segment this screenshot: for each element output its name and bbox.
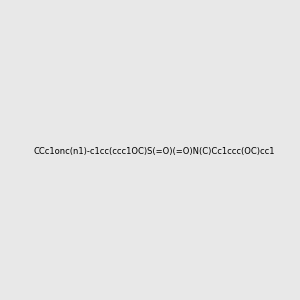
Text: CCc1onc(n1)-c1cc(ccc1OC)S(=O)(=O)N(C)Cc1ccc(OC)cc1: CCc1onc(n1)-c1cc(ccc1OC)S(=O)(=O)N(C)Cc1… <box>33 147 274 156</box>
